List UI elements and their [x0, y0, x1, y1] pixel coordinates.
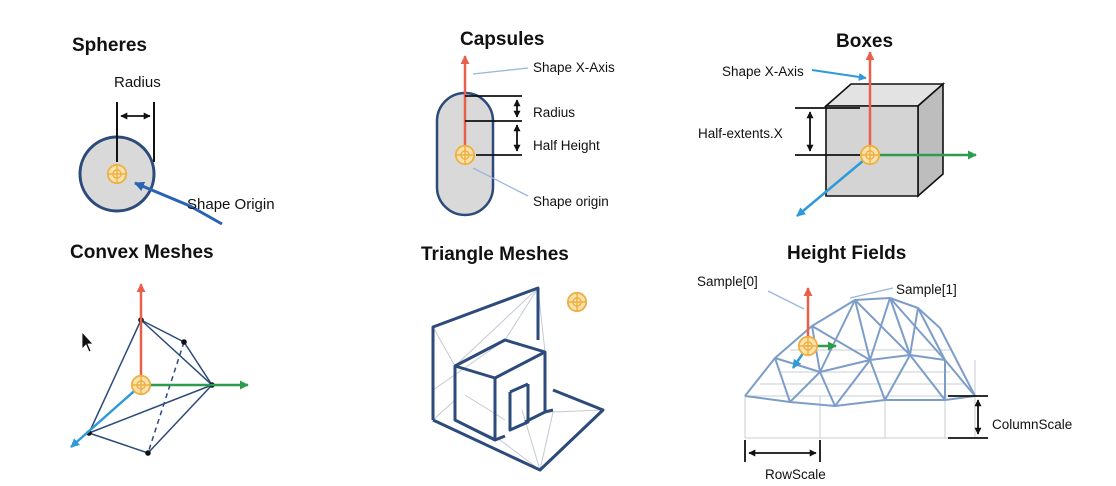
- sample0-label: Sample[0]: [697, 274, 758, 289]
- convex-meshes-panel: Convex Meshes: [70, 242, 249, 456]
- height-field-surface: [744, 297, 976, 407]
- capsules-panel: Capsules Shape X-Axis Radius Half Height…: [435, 29, 615, 217]
- capsule-origin-icon: [454, 144, 476, 166]
- height-fields-panel: Height Fields: [697, 243, 1072, 482]
- boxes-panel: Boxes Half-extents.X Shape X-Axis: [698, 31, 977, 217]
- capsule-x-axis-pointer: [472, 67, 529, 75]
- triangle-mesh-outline: [431, 286, 605, 472]
- triangle-mesh-origin-icon: [566, 291, 588, 313]
- triangle-meshes-title: Triangle Meshes: [421, 244, 569, 265]
- box-x-axis-label: Shape X-Axis: [722, 64, 804, 79]
- capsules-title: Capsules: [460, 29, 544, 50]
- shape-origin-pointer: [134, 181, 223, 226]
- convex-meshes-title: Convex Meshes: [70, 242, 214, 263]
- capsule-origin-label: Shape origin: [533, 194, 609, 209]
- convex-hull-vertices: [86, 317, 215, 456]
- spheres-panel: Spheres Radius Shape Origin: [72, 35, 275, 226]
- column-scale-label: ColumnScale: [992, 417, 1072, 432]
- sample1-label: Sample[1]: [896, 282, 957, 297]
- box-half-extents-label: Half-extents.X: [698, 126, 783, 141]
- capsule-radius-label: Radius: [533, 105, 575, 120]
- row-scale-label: RowScale: [765, 467, 826, 482]
- sphere-origin-icon: [106, 163, 128, 185]
- convex-z-axis-arrow: [70, 384, 142, 448]
- capsule-x-axis-label: Shape X-Axis: [533, 60, 615, 75]
- convex-origin-icon: [130, 374, 152, 396]
- spheres-origin-label: Shape Origin: [187, 196, 275, 213]
- capsule-origin-pointer: [472, 167, 529, 197]
- capsule-half-height-label: Half Height: [533, 138, 600, 153]
- height-fields-title: Height Fields: [787, 243, 906, 264]
- sample1-pointer: [849, 287, 894, 299]
- sample0-pointer: [767, 290, 805, 310]
- box-origin-icon: [859, 144, 881, 166]
- triangle-mesh-wireframe: [432, 287, 604, 471]
- arrow-cursor-icon: [81, 330, 94, 353]
- triangle-meshes-panel: Triangle Meshes: [421, 244, 605, 472]
- convex-hull-edges: [88, 319, 213, 454]
- spheres-radius-label: Radius: [114, 74, 161, 91]
- boxes-title: Boxes: [836, 31, 893, 52]
- heightfield-origin-icon: [797, 335, 819, 357]
- spheres-title: Spheres: [72, 35, 147, 56]
- box-x-axis-pointer: [811, 69, 867, 81]
- box-z-axis-arrow: [796, 154, 871, 217]
